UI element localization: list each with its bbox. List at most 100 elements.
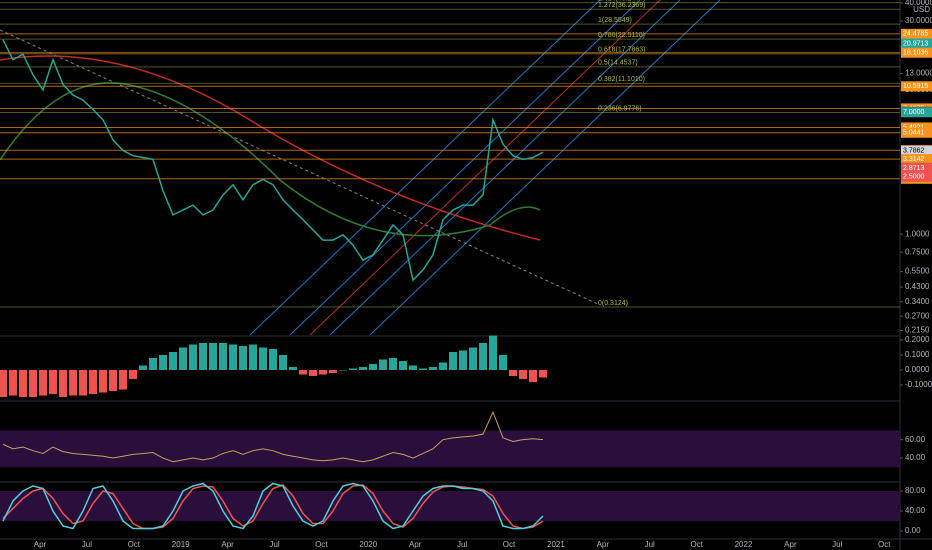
macd-bar bbox=[119, 370, 127, 390]
macd-bar bbox=[179, 347, 187, 370]
macd-bar bbox=[69, 370, 77, 396]
macd-bar bbox=[419, 368, 427, 370]
price-tag-label: 20.9713 bbox=[903, 40, 928, 47]
macd-bar bbox=[169, 352, 177, 370]
y-tick-label: 13.0000 bbox=[905, 69, 932, 78]
channel-line bbox=[309, 0, 661, 336]
x-tick-label: Jul bbox=[82, 540, 92, 549]
macd-bar bbox=[349, 368, 357, 370]
price-tag bbox=[901, 163, 932, 174]
fib-label: 0.786(22.5110) bbox=[598, 32, 645, 39]
price-tag bbox=[901, 127, 932, 138]
macd-bar bbox=[29, 370, 37, 397]
y-tick-label: 40.00 bbox=[905, 453, 926, 462]
macd-bar bbox=[79, 370, 87, 396]
y-tick-label: 0.7500 bbox=[905, 247, 930, 256]
x-tick-label: Apr bbox=[221, 540, 234, 549]
fib-label: 1.414(40.2474) bbox=[598, 0, 645, 3]
fib-label: 0.382(11.1010) bbox=[598, 76, 645, 83]
macd-bar bbox=[289, 367, 297, 370]
price-tag bbox=[901, 122, 932, 133]
y-tick-label: 80.00 bbox=[905, 486, 926, 495]
macd-bar bbox=[139, 365, 147, 370]
price-tag bbox=[901, 171, 932, 182]
macd-bar bbox=[369, 364, 377, 370]
x-tick-label: Oct bbox=[690, 540, 703, 549]
price-tag-label: 5.0441 bbox=[903, 130, 925, 137]
price-tag bbox=[901, 47, 932, 58]
rsi-band bbox=[0, 430, 900, 468]
y-tick-label: 0.3400 bbox=[905, 297, 930, 306]
macd-bar bbox=[509, 370, 517, 376]
macd-bar bbox=[479, 343, 487, 370]
macd-bar bbox=[389, 358, 397, 370]
x-tick-label: Oct bbox=[878, 540, 891, 549]
price-tag bbox=[901, 145, 932, 156]
macd-bar bbox=[539, 370, 547, 378]
x-tick-label: 2021 bbox=[547, 540, 565, 549]
y-tick-label: 0.4300 bbox=[905, 282, 930, 291]
x-tick-label: Oct bbox=[128, 540, 141, 549]
macd-bar bbox=[359, 367, 367, 370]
macd-bar bbox=[329, 370, 337, 373]
price-tag-label: 3.3142 bbox=[903, 156, 925, 163]
y-tick-label: 0.2150 bbox=[905, 326, 930, 335]
macd-bar bbox=[0, 370, 7, 397]
macd-bar bbox=[89, 370, 97, 394]
y-tick-label: 0.2700 bbox=[905, 311, 930, 320]
y-tick-label: 40.0000 bbox=[905, 0, 932, 7]
x-tick-label: 2022 bbox=[735, 540, 753, 549]
macd-bar bbox=[109, 370, 117, 391]
macd-bar bbox=[299, 370, 307, 375]
x-tick-label: Jul bbox=[269, 540, 279, 549]
macd-bar bbox=[469, 347, 477, 370]
macd-bar bbox=[269, 349, 277, 370]
macd-bar bbox=[229, 344, 237, 370]
price-tag-label: 3.7862 bbox=[903, 148, 925, 155]
price-tag bbox=[901, 28, 932, 39]
macd-bar bbox=[49, 370, 57, 394]
macd-bar bbox=[499, 355, 507, 370]
macd-bar bbox=[489, 335, 497, 370]
channel-line bbox=[369, 0, 721, 336]
y-tick-label: 0.1000 bbox=[905, 350, 930, 359]
macd-bar bbox=[259, 347, 267, 370]
macd-bar bbox=[9, 370, 17, 396]
y-tick-label: 1.0000 bbox=[905, 229, 930, 238]
macd-bar bbox=[159, 355, 167, 370]
macd-bar bbox=[529, 370, 537, 382]
currency-label: USD bbox=[913, 5, 930, 14]
rsi-line bbox=[2, 410, 544, 463]
macd-bar bbox=[59, 370, 67, 397]
x-tick-label: Jul bbox=[645, 540, 655, 549]
macd-bar bbox=[319, 370, 327, 375]
macd-bar bbox=[39, 370, 47, 396]
y-tick-label: 0.5500 bbox=[905, 267, 930, 276]
macd-bar bbox=[519, 370, 527, 379]
macd-bar bbox=[439, 362, 447, 370]
price-tag bbox=[901, 107, 932, 118]
macd-bar bbox=[219, 343, 227, 370]
macd-bar bbox=[249, 344, 257, 370]
price-line-series bbox=[2, 39, 544, 282]
stoch-band bbox=[0, 491, 900, 521]
y-tick-label: 0.00 bbox=[905, 526, 921, 535]
moving-average bbox=[0, 82, 541, 237]
fib-label: 0.5(14.4537) bbox=[598, 60, 638, 67]
price-tag-label: 10.5915 bbox=[903, 83, 928, 90]
y-tick-label: -0.1000 bbox=[905, 380, 932, 389]
channel-line bbox=[329, 0, 681, 336]
price-tag-label: 24.4785 bbox=[903, 31, 928, 38]
trend-line bbox=[0, 29, 601, 306]
macd-bar bbox=[279, 355, 287, 370]
channel-line bbox=[249, 0, 601, 336]
x-tick-label: Apr bbox=[784, 540, 797, 549]
macd-bar bbox=[209, 343, 217, 370]
x-tick-label: Jul bbox=[832, 540, 842, 549]
x-tick-label: Jul bbox=[457, 540, 467, 549]
stoch-k-line bbox=[2, 482, 544, 530]
x-tick-label: Apr bbox=[597, 540, 610, 549]
macd-bar bbox=[129, 370, 137, 379]
